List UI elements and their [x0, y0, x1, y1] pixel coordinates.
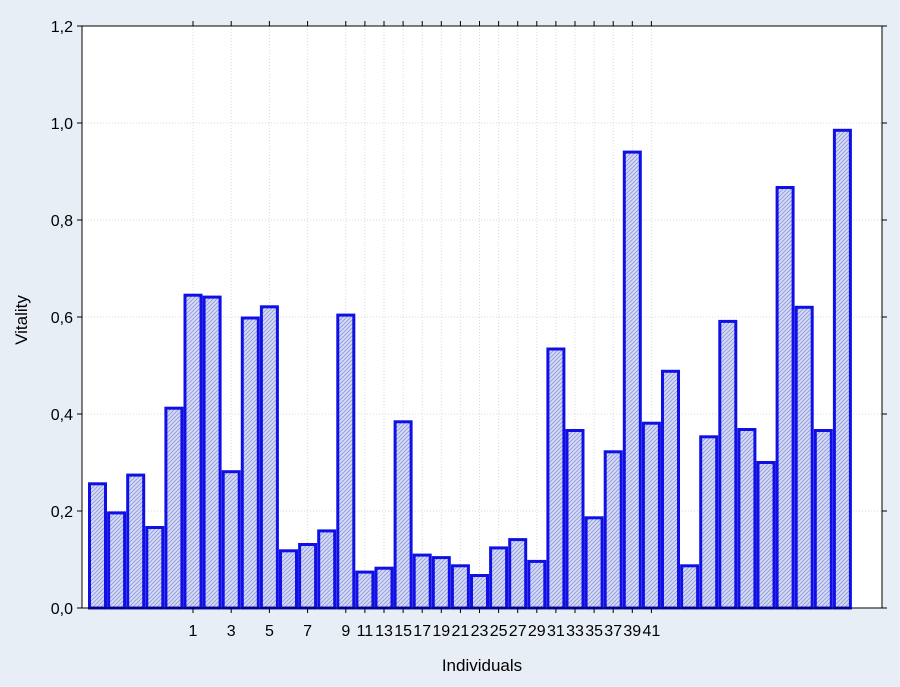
gridlines: [82, 26, 882, 608]
x-tick-label: 15: [394, 623, 412, 640]
x-tick-label: 27: [509, 623, 527, 640]
x-tick-label: 17: [413, 623, 431, 640]
bar: [145, 526, 165, 610]
x-tick-label: 1: [189, 623, 198, 640]
y-axis-title: Vitality: [12, 295, 31, 345]
bar: [317, 529, 337, 610]
bar: [279, 549, 298, 610]
y-tick-label: 0,4: [51, 407, 73, 424]
bar: [622, 150, 642, 610]
bar: [164, 406, 184, 610]
bar: [298, 543, 318, 610]
y-tick-label: 0,0: [51, 601, 73, 618]
x-axis: 1 3 5 7 9 11 13 15 17 19 21 23 25 27 29 31 33 35 37 39 41: [189, 21, 661, 640]
bar: [546, 347, 566, 610]
bar: [756, 461, 776, 610]
bar: [603, 450, 623, 610]
bar: [794, 305, 814, 610]
y-tick-label: 0,2: [51, 504, 73, 521]
bar: [336, 313, 356, 610]
bar: [470, 574, 489, 610]
y-tick-label: 1,2: [51, 19, 73, 36]
bar: [832, 128, 852, 610]
bar: [221, 470, 241, 610]
x-tick-label: 13: [375, 623, 393, 640]
bar: [699, 435, 719, 610]
x-tick-label: 19: [432, 623, 450, 640]
bar: [183, 293, 203, 610]
x-tick-label: 25: [490, 623, 508, 640]
bar: [661, 369, 680, 610]
x-tick-label: 35: [585, 623, 603, 640]
bar: [107, 511, 127, 610]
bar: [527, 559, 547, 610]
bar: [641, 421, 661, 610]
x-tick-label: 5: [265, 623, 274, 640]
x-tick-label: 9: [341, 623, 350, 640]
bar: [355, 570, 375, 610]
x-tick-label: 11: [357, 623, 374, 640]
x-tick-label: 39: [623, 623, 641, 640]
bar: [412, 553, 432, 610]
bar: [259, 305, 279, 610]
x-tick-label: 21: [452, 623, 470, 640]
bar: [489, 546, 509, 610]
bar: [88, 482, 107, 610]
bar: [737, 428, 757, 610]
bar: [508, 538, 528, 610]
x-axis-title: Individuals: [442, 656, 522, 675]
bar: [565, 429, 585, 610]
y-axis: 0,0 0,2 0,4 0,6 0,8 1,0 1,2: [51, 19, 887, 618]
x-tick-label: 23: [471, 623, 489, 640]
x-tick-label: 41: [643, 623, 661, 640]
bar: [813, 429, 833, 610]
y-tick-label: 0,8: [51, 213, 73, 230]
x-tick-label: 7: [303, 623, 312, 640]
bar: [374, 566, 394, 610]
bar: [393, 420, 413, 610]
bar: [202, 295, 222, 610]
x-tick-label: 3: [227, 623, 236, 640]
bar: [584, 516, 604, 610]
bar: [718, 319, 738, 610]
y-tick-label: 1,0: [51, 116, 73, 133]
x-tick-label: 37: [604, 623, 622, 640]
bar: [775, 186, 795, 610]
bar: [126, 473, 146, 610]
x-tick-label: 29: [528, 623, 546, 640]
x-tick-label: 31: [547, 623, 565, 640]
bar: [450, 564, 470, 610]
bar: [431, 556, 451, 610]
y-tick-label: 0,6: [51, 310, 73, 327]
bar: [680, 564, 700, 610]
bar: [240, 316, 260, 610]
x-tick-label: 33: [566, 623, 584, 640]
